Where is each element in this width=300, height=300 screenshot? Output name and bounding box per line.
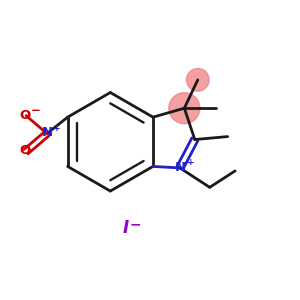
Text: O: O	[20, 109, 31, 122]
Text: O: O	[20, 144, 31, 158]
Circle shape	[169, 93, 200, 124]
Text: −: −	[130, 218, 142, 231]
Text: +: +	[187, 158, 195, 167]
Text: I: I	[123, 219, 129, 237]
Text: +: +	[53, 124, 61, 133]
Text: N: N	[42, 126, 53, 139]
Circle shape	[186, 68, 209, 91]
Text: N: N	[175, 161, 186, 174]
Text: −: −	[31, 104, 40, 117]
